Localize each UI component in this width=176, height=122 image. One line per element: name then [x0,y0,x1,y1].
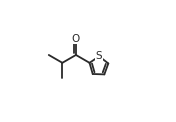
Text: O: O [72,34,80,44]
Text: S: S [96,51,102,61]
